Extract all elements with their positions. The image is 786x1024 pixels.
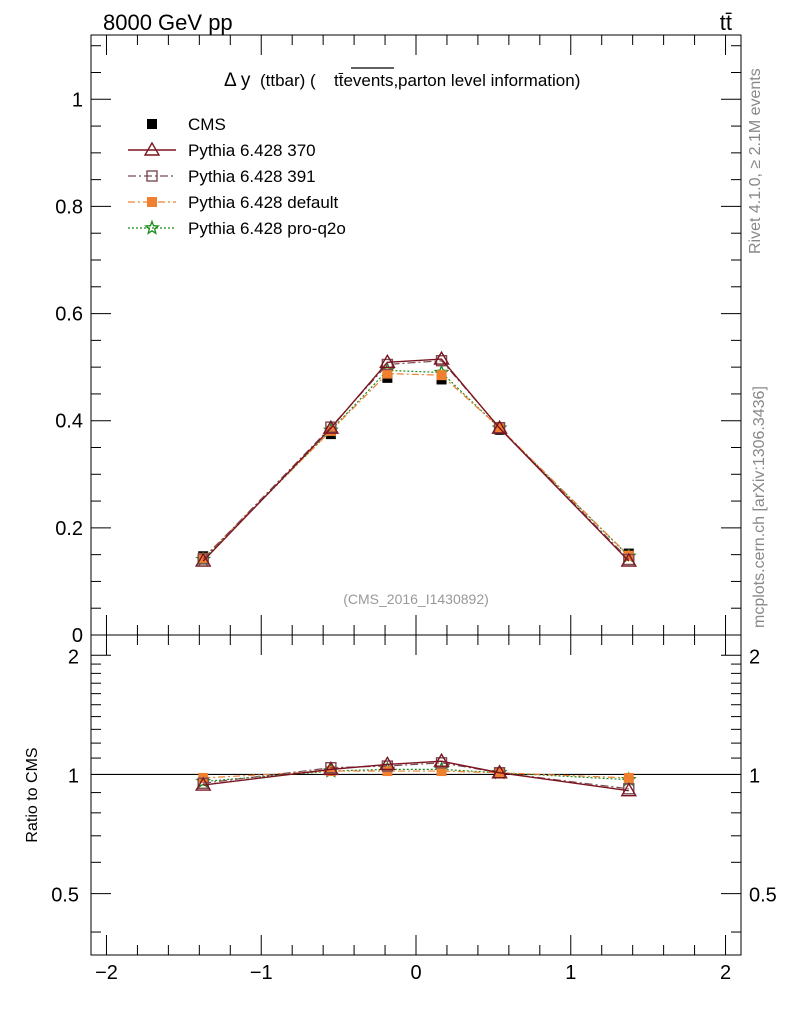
title-overline: tt̄events,	[334, 71, 398, 90]
ratio-point-pythia-6-428-default	[325, 766, 336, 777]
data-point-pythia-6-428-default	[382, 368, 393, 379]
ratio-point-pythia-6-428-370	[194, 776, 212, 791]
data-point-pythia-6-428-370	[379, 353, 396, 369]
data-point-pythia-6-428-default	[325, 425, 336, 436]
ratio-point-pythia-6-428-default	[623, 772, 634, 783]
process-label: tt̄	[720, 10, 732, 35]
ratio-tick-label-right: 2	[749, 646, 760, 668]
x-tick-label: −2	[95, 962, 118, 984]
legend-marker-cms	[147, 119, 157, 129]
series-line-pythia-6-428-pro-q2o	[202, 369, 630, 560]
ratio-tick-label-right: 0.5	[749, 885, 777, 907]
ratio-series	[194, 752, 638, 797]
ratio-point-pythia-6-428-default	[436, 766, 447, 777]
beam-label: 8000 GeV pp	[103, 10, 233, 35]
x-tick-label: 1	[565, 962, 576, 984]
ratio-tick-label-left: 1	[68, 765, 79, 787]
y-tick-label: 0.2	[55, 518, 83, 540]
data-point-pythia-6-428-370	[620, 552, 638, 567]
series-line-pythia-6-428-391	[202, 360, 630, 560]
ratio-panel-frame	[90, 634, 742, 956]
ratio-ylabel: Ratio to CMS	[24, 747, 41, 842]
rivet-label: Rivet 4.1.0, ≥ 2.1M events	[747, 68, 764, 254]
data-point-pythia-6-428-default	[198, 552, 209, 563]
legend-label-pythia-6-428-370: Pythia 6.428 370	[188, 141, 316, 160]
data-point-pythia-6-428-370	[322, 419, 340, 434]
legend-marker-pythia-6-428-391	[146, 170, 158, 182]
y-tick-label: 0.8	[55, 196, 83, 218]
ratio-tick-label-right: 1	[749, 765, 760, 787]
x-tick-label: −1	[250, 962, 273, 984]
ratio-tick-label-left: 2	[68, 646, 79, 668]
y-tick-label: 0.4	[55, 411, 83, 433]
ratio-tick-label-left: 0.5	[51, 885, 79, 907]
main-series	[194, 350, 638, 567]
x-tick-label: 2	[720, 962, 731, 984]
legend-marker-pythia-6-428-370	[143, 141, 161, 156]
ratio-line-pythia-6-428-391	[203, 762, 629, 790]
ratio-point-pythia-6-428-370	[620, 782, 638, 797]
y-tick-label: 0	[72, 625, 83, 647]
analysis-label: (CMS_2016_I1430892)	[343, 591, 489, 607]
ratio-line-pythia-6-428-370	[203, 760, 629, 792]
ratio-point-pythia-6-428-370	[322, 760, 340, 776]
plot-title: Δ y (ttbar) ( tt̄events, parton level in…	[224, 67, 580, 91]
ratio-point-pythia-6-428-370	[433, 752, 450, 767]
x-tick-labels: −2 −1 0 1 2	[95, 962, 731, 984]
legend-label-pythia-6-428-pro-q2o: Pythia 6.428 pro-q2o	[188, 219, 346, 238]
mcplots-label: mcplots.cern.ch [arXiv:1306.3436]	[751, 386, 768, 628]
ratio-point-pythia-6-428-370	[491, 764, 508, 779]
legend-marker-pythia-6-428-default	[147, 197, 157, 207]
x-tick-label: 0	[410, 962, 421, 984]
ratio-axes: 0.5 0.5 1 1 2 2	[51, 635, 777, 955]
title-prefix: Δ y	[224, 70, 251, 91]
y-tick-label: 0.6	[55, 304, 83, 326]
series-line-pythia-6-428-default	[202, 372, 630, 559]
data-point-pythia-6-428-370	[491, 419, 508, 434]
data-point-pythia-6-428-default	[623, 550, 634, 561]
data-point-pythia-6-428-default	[436, 370, 447, 381]
main-axes: 0 0.2 0.4 0.6 0.8 1	[55, 35, 741, 647]
data-point-pythia-6-428-370	[194, 552, 212, 567]
legend: CMS Pythia 6.428 370 Pythia 6.428 391 Pythi…	[128, 115, 346, 238]
title-main: (ttbar) (	[260, 71, 316, 90]
data-point-pythia-6-428-370	[433, 350, 450, 365]
series-line-pythia-6-428-370	[202, 358, 630, 562]
legend-label-pythia-6-428-391: Pythia 6.428 391	[188, 167, 316, 186]
ratio-point-pythia-6-428-370	[379, 756, 396, 771]
legend-marker-pythia-6-428-pro-q2o	[144, 219, 160, 235]
legend-label-cms: CMS	[188, 115, 226, 134]
y-tick-label: 1	[72, 89, 83, 111]
title-suffix: parton level information)	[398, 71, 580, 90]
legend-label-pythia-6-428-default: Pythia 6.428 default	[188, 193, 339, 212]
